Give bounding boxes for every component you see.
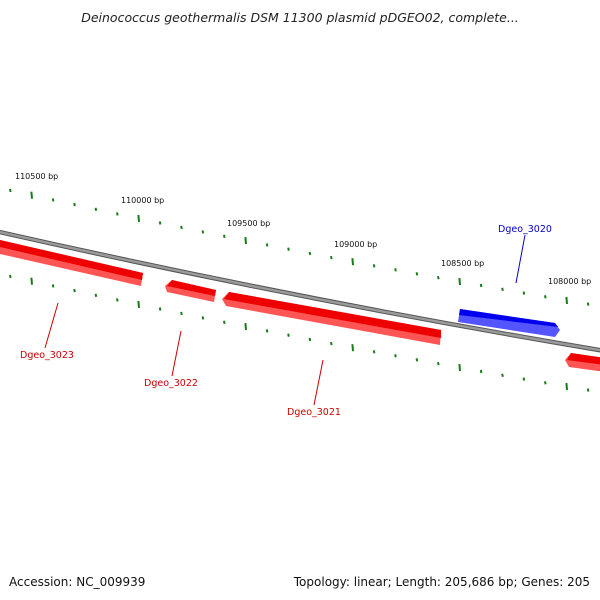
major-tick [351, 258, 354, 266]
gene-dgeo-3023[interactable] [0, 240, 143, 286]
minor-tick [522, 291, 526, 295]
major-tick [565, 296, 568, 305]
leader-dgeo-3022 [171, 330, 182, 377]
minor-tick [522, 377, 526, 381]
minor-tick [501, 287, 504, 291]
gene-dgeo-3021[interactable] [222, 292, 441, 345]
minor-tick [415, 272, 419, 276]
major-tick [458, 278, 461, 286]
minor-tick [223, 320, 226, 324]
minor-tick [544, 295, 547, 299]
major-tick [244, 323, 247, 331]
upper-tick-row [9, 188, 590, 306]
sequence-backbone-highlight [0, 230, 600, 352]
gene-unlabeled-right[interactable] [565, 353, 600, 372]
minor-tick [9, 274, 12, 279]
minor-tick [394, 354, 397, 358]
minor-tick [9, 188, 12, 193]
minor-tick [330, 255, 333, 260]
minor-tick [437, 362, 440, 366]
major-tick [30, 277, 33, 285]
minor-tick [330, 341, 333, 346]
minor-tick [116, 212, 119, 216]
minor-tick [73, 288, 76, 293]
minor-tick [73, 202, 76, 207]
minor-tick [394, 268, 397, 272]
gene-dgeo-3020[interactable] [458, 309, 560, 337]
topology-summary: Topology: linear; Length: 205,686 bp; Ge… [293, 575, 590, 589]
ruler-label: 108500 bp [441, 259, 484, 268]
minor-tick [94, 207, 98, 211]
minor-tick [586, 388, 590, 392]
minor-tick [201, 316, 205, 320]
minor-tick [158, 221, 162, 225]
ruler-label: 108000 bp [548, 277, 591, 286]
minor-tick [158, 307, 162, 311]
minor-tick [479, 283, 483, 288]
accession-text: Accession: NC_009939 [9, 575, 145, 589]
minor-tick [586, 302, 590, 306]
major-tick [565, 382, 568, 391]
ruler-label: 110500 bp [15, 172, 58, 181]
minor-tick [479, 369, 483, 374]
gene-dgeo-3022[interactable] [165, 280, 216, 302]
minor-tick [223, 234, 226, 238]
gene-label-dgeo-3022[interactable]: Dgeo_3022 [144, 378, 198, 389]
major-tick [458, 364, 461, 372]
minor-tick [308, 337, 312, 342]
minor-tick [372, 350, 376, 354]
sequence-backbone [0, 229, 600, 353]
major-tick [30, 191, 33, 199]
minor-tick [415, 358, 419, 362]
ruler-label: 110000 bp [121, 196, 164, 205]
major-tick [351, 344, 354, 352]
minor-tick [265, 243, 269, 247]
minor-tick [265, 329, 269, 333]
lower-tick-row [9, 274, 590, 392]
major-tick [244, 237, 247, 245]
ruler-label: 109000 bp [334, 240, 377, 249]
leader-dgeo-3020 [515, 234, 526, 284]
gene-label-dgeo-3021[interactable]: Dgeo_3021 [287, 407, 341, 418]
minor-tick [544, 381, 547, 385]
major-tick [137, 214, 140, 222]
minor-tick [201, 230, 205, 234]
minor-tick [287, 333, 290, 337]
minor-tick [180, 225, 183, 230]
major-tick [137, 300, 140, 308]
minor-tick [501, 373, 504, 377]
minor-tick [372, 264, 376, 268]
leader-dgeo-3021 [313, 359, 324, 406]
minor-tick [180, 311, 183, 316]
minor-tick [51, 198, 55, 202]
minor-tick [116, 298, 119, 302]
gene-label-dgeo-3020[interactable]: Dgeo_3020 [498, 224, 552, 235]
minor-tick [94, 293, 98, 297]
map-title: Deinococcus geothermalis DSM 11300 plasm… [81, 10, 519, 25]
minor-tick [308, 251, 312, 256]
minor-tick [437, 276, 440, 280]
ruler-labels: 110500 bp 110000 bp 109500 bp 109000 bp … [15, 172, 591, 286]
ruler-label: 109500 bp [227, 219, 270, 228]
gene-label-dgeo-3023[interactable]: Dgeo_3023 [20, 350, 74, 361]
minor-tick [51, 284, 55, 288]
minor-tick [287, 247, 290, 251]
leader-dgeo-3023 [44, 302, 59, 349]
